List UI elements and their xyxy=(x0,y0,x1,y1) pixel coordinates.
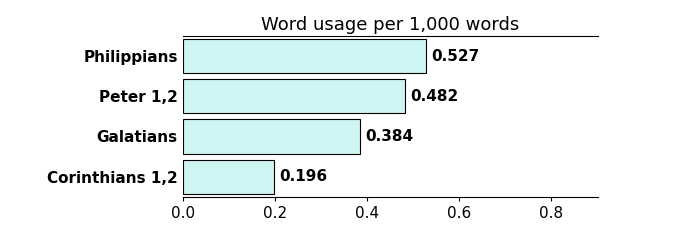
Text: 0.196: 0.196 xyxy=(279,169,327,184)
Bar xyxy=(183,120,360,154)
Text: 0.384: 0.384 xyxy=(365,129,414,144)
Bar xyxy=(183,79,405,113)
Bar xyxy=(183,39,426,73)
Title: Word usage per 1,000 words: Word usage per 1,000 words xyxy=(261,17,519,35)
Bar xyxy=(183,160,274,194)
Text: 0.482: 0.482 xyxy=(411,89,459,104)
Text: 0.527: 0.527 xyxy=(431,48,479,64)
